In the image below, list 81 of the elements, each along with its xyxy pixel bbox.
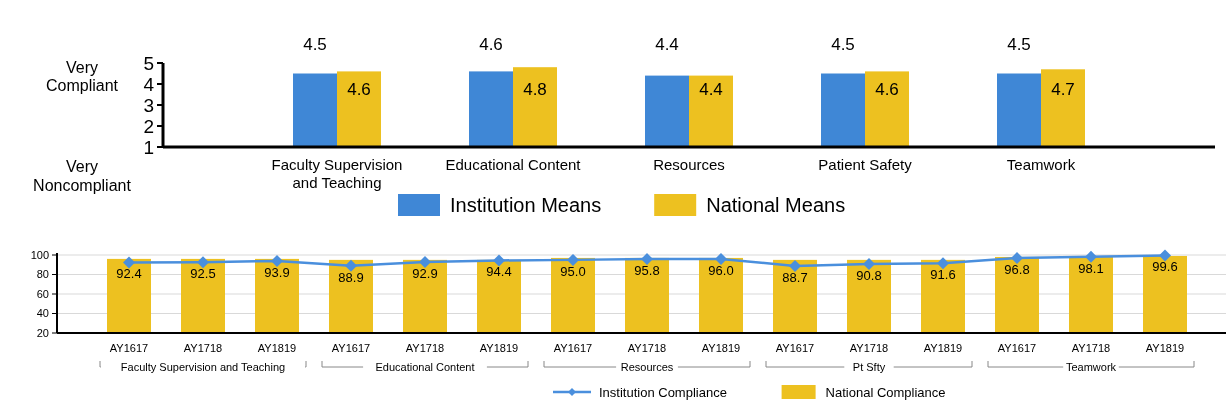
x-tick-label: Educational Content (445, 156, 582, 173)
x-tick-label: AY1718 (1071, 342, 1111, 354)
point (937, 257, 949, 270)
x-tick-label: AY1718 (627, 342, 667, 354)
text: Very Noncompliant (33, 158, 132, 194)
data-label: 90.8 (856, 267, 882, 283)
point (345, 259, 357, 272)
data-label: 92.4 (116, 266, 142, 282)
text: Very Compliant (45, 59, 119, 94)
point (419, 255, 431, 268)
data-label: 4.6 (479, 35, 503, 54)
text: Teamwork (1065, 360, 1117, 373)
legend-label: Institution Compliance (599, 384, 727, 400)
data-label: 96.0 (708, 262, 734, 278)
x-tick-label: AY1819 (1145, 342, 1185, 354)
x-tick-label: AY1819 (923, 342, 963, 354)
y-tick-label: 2 (143, 115, 154, 137)
y-tick-label: 4 (143, 73, 155, 95)
point (715, 252, 727, 265)
legend-label: National Means (706, 194, 846, 216)
x-tick-label: Patient Safety (818, 156, 913, 173)
x-tick-label: AY1617 (997, 342, 1037, 354)
data-label: 4.5 (303, 35, 327, 54)
data-label: 4.7 (1051, 80, 1075, 99)
legend-label: National Compliance (825, 384, 946, 400)
data-label: 96.8 (1004, 262, 1030, 278)
x-tick-label: AY1819 (701, 342, 741, 354)
x-tick-label: Resources (653, 156, 725, 173)
data-label: 4.8 (523, 80, 547, 99)
legend-label: Institution Means (450, 194, 602, 216)
x-tick-label: AY1819 (257, 342, 297, 354)
data-label: 4.5 (831, 35, 855, 54)
data-label: 95.8 (634, 263, 660, 279)
x-tick-label: AY1819 (479, 342, 519, 354)
point (271, 254, 283, 267)
point (789, 260, 801, 273)
point (863, 257, 875, 270)
data-label: 4.6 (875, 80, 899, 99)
y-tick-label: 5 (143, 52, 154, 74)
data-label: 92.9 (412, 265, 438, 281)
x-tick-label: AY1617 (553, 342, 593, 354)
point (641, 253, 653, 266)
x-tick-label: AY1617 (109, 342, 149, 354)
text: Faculty Supervision and Teaching (120, 360, 286, 373)
y-tick-label: 20 (36, 326, 49, 339)
point (567, 253, 579, 266)
x-tick-label: AY1718 (183, 342, 223, 354)
y-tick-label: 60 (36, 287, 49, 300)
x-tick-label: AY1718 (849, 342, 889, 354)
point (123, 256, 135, 269)
data-label: 4.4 (655, 35, 679, 54)
x-tick-label: AY1718 (405, 342, 445, 354)
y-tick-label: 40 (36, 307, 49, 320)
point (1085, 250, 1097, 263)
data-label: 4.6 (347, 80, 371, 99)
y-tick-label: 80 (36, 268, 49, 281)
data-label: 88.7 (782, 270, 808, 286)
y-tick-label: 100 (30, 248, 49, 261)
text: Educational Content (375, 360, 475, 373)
data-label: 99.6 (1152, 259, 1178, 275)
point (493, 254, 505, 267)
data-label: 4.5 (1007, 35, 1031, 54)
data-label: 95.0 (560, 263, 586, 279)
data-label: 91.6 (930, 267, 956, 283)
point (197, 256, 209, 269)
x-tick-label: Teamwork (1006, 156, 1076, 173)
y-tick-label: 3 (143, 94, 154, 116)
y-tick-label: 1 (143, 136, 154, 158)
data-label: 92.5 (190, 266, 216, 282)
text: Resources (620, 360, 674, 373)
x-tick-label: Faculty Supervision and Teaching (271, 156, 403, 191)
data-label: 98.1 (1078, 260, 1104, 276)
x-tick-label: AY1617 (775, 342, 815, 354)
data-label: 93.9 (264, 264, 290, 280)
text: Pt Sfty (852, 360, 886, 373)
data-label: 4.4 (699, 80, 723, 99)
x-tick-label: AY1617 (331, 342, 371, 354)
data-label: 94.4 (486, 264, 512, 280)
point (1159, 249, 1171, 262)
data-label: 88.9 (338, 269, 364, 285)
point (1011, 252, 1023, 265)
